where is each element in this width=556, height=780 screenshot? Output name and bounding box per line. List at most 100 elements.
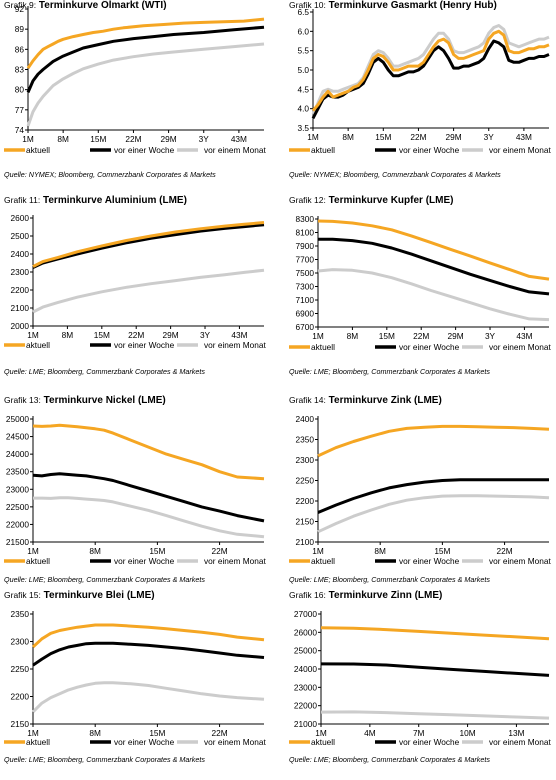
chart-henry-hub: 3.5 4.0 4.5 5.0 5.5 6.0 6.5 1M 8M 15M 22M 29M 3Y 43M a… <box>289 7 551 155</box>
chart-title: Grafik 15: Terminkurve Blei (LME) <box>4 590 155 601</box>
x-tick-label: 29M <box>448 331 464 341</box>
y-tick-label: 21000 <box>294 719 317 729</box>
chart-panel-9: Grafik 9: Terminkurve Ölmarkt (WTI) 74 77… <box>0 0 270 190</box>
legend-label-aktuell: aktuell <box>311 556 335 566</box>
x-tick-label: 1M <box>22 134 34 144</box>
x-tick-label: 8M <box>89 546 101 556</box>
legend-label-woche: vor einer Woche <box>399 737 460 747</box>
x-tick-label: 43M <box>516 331 532 341</box>
series-line-woche <box>32 223 265 269</box>
y-tick-label: 6.5 <box>297 7 309 17</box>
chart-title: Grafik 13: Terminkurve Nickel (LME) <box>4 395 166 406</box>
x-tick-label: 8M <box>89 728 101 738</box>
series-line-woche <box>32 641 265 667</box>
legend-label-monat: vor einem Monat <box>489 145 551 155</box>
y-tick-label: 2300 <box>11 267 30 277</box>
x-tick-label: 1M <box>307 132 319 142</box>
x-tick-label: 15M <box>94 330 110 340</box>
x-tick-label: 8M <box>342 132 354 142</box>
series-line-aktuell <box>26 17 265 70</box>
y-tick-label: 4.0 <box>297 104 309 114</box>
legend-label-aktuell: aktuell <box>26 737 50 747</box>
x-tick-label: 8M <box>374 546 386 556</box>
series-line-aktuell <box>32 423 265 481</box>
y-tick-label: 2250 <box>11 664 30 674</box>
x-tick-label: 29M <box>446 132 462 142</box>
series-line-woche <box>320 662 550 677</box>
x-tick-label: 8M <box>57 134 69 144</box>
y-tick-label: 2600 <box>11 213 30 223</box>
y-tick-label: 22000 <box>294 701 317 711</box>
y-tick-label: 7300 <box>296 282 315 292</box>
x-tick-label: 15M <box>149 728 165 738</box>
x-tick-label: 22M <box>212 546 228 556</box>
series-line-monat <box>317 268 550 322</box>
legend-label-aktuell: aktuell <box>26 145 50 155</box>
series-line-aktuell <box>311 29 550 112</box>
chart-source: Quelle: NYMEX; Bloomberg, Commerzbank Co… <box>289 170 501 179</box>
x-tick-label: 3Y <box>485 331 496 341</box>
y-tick-label: 5.5 <box>297 46 309 56</box>
chart-panel-13: Grafik 13: Terminkurve Nickel (LME) 2150… <box>0 395 270 585</box>
y-tick-label: 24500 <box>6 432 29 442</box>
chart-title: Grafik 14: Terminkurve Zink (LME) <box>289 395 442 406</box>
x-tick-label: 15M <box>434 546 450 556</box>
y-tick-label: 26000 <box>294 627 317 637</box>
chart-source: Quelle: LME; Bloomberg, Commerzbank Corp… <box>4 367 205 376</box>
series-line-monat <box>311 24 550 116</box>
legend-label-monat: vor einem Monat <box>204 737 266 747</box>
chart-source: Quelle: LME; Bloomberg, Commerzbank Corp… <box>289 755 490 764</box>
legend-label-monat: vor einem Monat <box>204 340 266 350</box>
y-tick-label: 7900 <box>296 241 315 251</box>
chart-blei: 2150 2200 2250 2300 2350 1M 8M 15M 22M aktuell vor… <box>4 609 266 747</box>
chart-source: Quelle: LME; Bloomberg, Commerzbank Corp… <box>289 575 490 584</box>
y-tick-label: 2350 <box>296 435 315 445</box>
legend-label-woche: vor einer Woche <box>399 342 460 352</box>
y-tick-label: 22000 <box>6 519 29 529</box>
series-line-monat <box>320 710 550 720</box>
chart-panel-11: Grafik 11: Terminkurve Aluminium (LME) 2… <box>0 195 270 385</box>
chart-source: Quelle: LME; Bloomberg, Commerzbank Corp… <box>4 755 205 764</box>
y-tick-label: 3.5 <box>297 123 309 133</box>
y-tick-label: 7500 <box>296 268 315 278</box>
x-tick-label: 22M <box>212 728 228 738</box>
x-tick-label: 1M <box>27 728 39 738</box>
chart-nickel: 21500 22000 22500 23000 23500 24000 24500 25000… <box>4 414 266 566</box>
chart-title: Grafik 12: Terminkurve Kupfer (LME) <box>289 195 454 206</box>
chart-source: Quelle: NYMEX; Bloomberg, Commerzbank Co… <box>4 170 216 179</box>
legend-label-woche: vor einer Woche <box>114 737 175 747</box>
y-tick-label: 24000 <box>294 664 317 674</box>
y-tick-label: 7700 <box>296 255 315 265</box>
y-tick-label: 2400 <box>296 414 315 424</box>
series-line-woche <box>32 472 265 523</box>
series-line-woche <box>26 25 265 93</box>
x-tick-label: 3Y <box>484 132 495 142</box>
x-tick-label: 1M <box>312 546 324 556</box>
x-tick-label: 1M <box>27 546 39 556</box>
y-tick-label: 2350 <box>11 609 30 619</box>
x-tick-label: 1M <box>312 331 324 341</box>
y-tick-label: 6.0 <box>297 26 309 36</box>
y-tick-label: 92 <box>15 4 25 14</box>
chart-source: Quelle: LME; Bloomberg, Commerzbank Corp… <box>289 367 490 376</box>
series-line-monat <box>32 268 265 314</box>
chart-aluminium: 2000 2100 2200 2300 2400 2500 2600 1M 8M 15M 22M 29… <box>4 213 266 350</box>
series-line-monat <box>31 681 265 713</box>
x-tick-label: 22M <box>413 331 429 341</box>
x-tick-label: 3Y <box>200 330 211 340</box>
x-tick-label: 3Y <box>199 134 210 144</box>
x-tick-label: 29M <box>163 330 179 340</box>
y-tick-label: 23500 <box>6 467 29 477</box>
x-tick-label: 29M <box>161 134 177 144</box>
y-tick-label: 7100 <box>296 295 315 305</box>
legend-label-aktuell: aktuell <box>26 340 50 350</box>
y-tick-label: 4.5 <box>297 84 309 94</box>
chart-title: Grafik 16: Terminkurve Zinn (LME) <box>289 590 443 601</box>
x-tick-label: 13M <box>508 728 524 738</box>
legend-label-aktuell: aktuell <box>311 737 335 747</box>
y-tick-label: 25000 <box>294 646 317 656</box>
y-tick-label: 2150 <box>11 719 30 729</box>
x-tick-label: 22M <box>410 132 426 142</box>
legend-label-woche: vor einer Woche <box>114 556 175 566</box>
y-tick-label: 2200 <box>11 285 30 295</box>
